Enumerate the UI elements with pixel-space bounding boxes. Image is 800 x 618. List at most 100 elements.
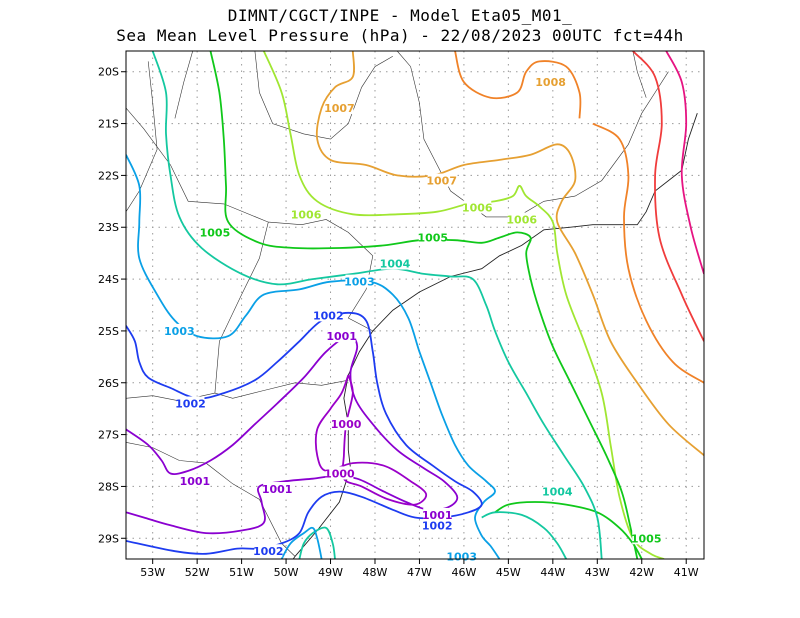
state-border — [126, 61, 158, 212]
isobar-1005 — [209, 51, 639, 559]
isobar-label: 1001 — [422, 509, 453, 522]
lon-tick-label: 50W — [274, 566, 299, 579]
isobar-label: 1006 — [462, 202, 493, 215]
isobar-label-bg — [292, 207, 321, 221]
isobar-label-bg — [423, 507, 452, 521]
lon-tick-label: 42W — [629, 566, 654, 579]
isobar-label-bg — [536, 75, 565, 89]
lat-tick-label: 28S — [98, 480, 119, 493]
lon-tick-label: 53W — [140, 566, 165, 579]
longitude-axis: 53W 52W 51W 50W 49W 48W 47W 46W 45W 44W 43W 42W 41W — [140, 559, 699, 579]
isobar-1009 — [632, 51, 704, 342]
lat-tick-label: 20S — [98, 66, 119, 79]
isobar-label: 1005 — [417, 232, 448, 245]
isobar-1006 — [262, 51, 665, 559]
isobar-label-bg — [200, 225, 229, 239]
isobar-label: 1001 — [262, 483, 293, 496]
isobar-label-bg — [176, 396, 205, 410]
isobar-label-bg — [380, 256, 409, 270]
isobar-1005 — [494, 501, 643, 559]
isobar-label-bg — [345, 274, 374, 288]
isobar-label-bg — [314, 308, 343, 322]
state-border — [214, 222, 269, 394]
isobar-label: 1001 — [326, 330, 357, 343]
state-border — [126, 379, 349, 402]
isobar-label: 1003 — [446, 550, 477, 563]
isobar-label: 1002 — [422, 519, 453, 532]
lat-tick-label: 25S — [98, 325, 119, 338]
lon-tick-label: 41W — [674, 566, 699, 579]
isobar-label: 1003 — [344, 276, 375, 289]
lat-tick-label: 24S — [98, 273, 119, 286]
isobar-label-bg — [418, 230, 447, 244]
isobar-label-bg — [507, 212, 536, 226]
isobar-1008 — [454, 51, 582, 119]
lon-tick-label: 46W — [451, 566, 476, 579]
isobar-label: 1007 — [426, 175, 457, 188]
state-border — [174, 51, 193, 119]
isobar-label: 1002 — [253, 545, 284, 558]
lon-tick-label: 45W — [496, 566, 521, 579]
lat-tick-label: 29S — [98, 532, 119, 545]
isobar-label: 1008 — [535, 76, 566, 89]
isobar-label-bg — [180, 474, 209, 488]
isobar-1008 — [592, 122, 704, 384]
isobar-1001 — [126, 335, 459, 535]
plot-frame — [125, 50, 705, 560]
isobar-1004 — [151, 51, 603, 559]
isobar-label-bg — [254, 544, 283, 558]
lon-tick-label: 47W — [407, 566, 432, 579]
isobar-label: 1002 — [175, 397, 206, 410]
isobar-label-bg — [632, 531, 661, 545]
state-border — [126, 442, 296, 557]
isobar-label-bg — [325, 466, 354, 480]
lon-tick-label: 43W — [585, 566, 610, 579]
isobar-label: 1007 — [324, 102, 355, 115]
isobar-label: 1002 — [313, 309, 344, 322]
isobar-labels: 1008 1007 1007 1006 1006 1006 1005 1005 1005 1004… — [164, 75, 662, 563]
isobar-label-bg — [427, 173, 456, 187]
state-border — [632, 51, 647, 98]
isobar-label-bg — [463, 200, 492, 214]
isobar-label-bg — [165, 323, 194, 337]
lon-tick-label: 51W — [229, 566, 254, 579]
isobar-label: 1004 — [380, 258, 411, 271]
lat-tick-label: 27S — [98, 429, 119, 442]
isobar-1010 — [665, 51, 704, 275]
isobar-1007 — [315, 51, 704, 456]
isobar-label: 1000 — [331, 418, 362, 431]
isobar-label-bg — [263, 482, 292, 496]
coastline-north — [372, 113, 698, 332]
isobar-label: 1005 — [200, 226, 231, 239]
isobar-label-bg — [423, 518, 452, 532]
isobar-label: 1001 — [180, 475, 211, 488]
isobar-label: 1006 — [506, 213, 537, 226]
lat-tick-label: 22S — [98, 169, 119, 182]
isobar-1003 — [126, 154, 501, 559]
map-title-line-2: Sea Mean Level Pressure (hPa) - 22/08/20… — [116, 26, 684, 45]
isobar-label-bg — [543, 484, 572, 498]
lon-tick-label: 48W — [363, 566, 388, 579]
isobar-label: 1000 — [324, 467, 355, 480]
isobar-1004 — [481, 511, 567, 559]
lat-tick-label: 23S — [98, 221, 119, 234]
state-border — [254, 51, 393, 140]
latitude-axis: 20S 21S 22S 23S 24S 25S 26S 27S 28S 29S — [98, 66, 126, 545]
lon-tick-label: 52W — [185, 566, 210, 579]
lon-tick-label: 44W — [540, 566, 565, 579]
isobar-1000 — [314, 374, 428, 506]
isobar-1003 — [280, 526, 323, 559]
lat-tick-label: 26S — [98, 377, 119, 390]
isobar-label: 1006 — [291, 208, 322, 221]
isobar-label: 1003 — [164, 325, 195, 338]
lon-tick-label: 49W — [318, 566, 343, 579]
isobar-label: 1004 — [542, 486, 573, 499]
state-border — [126, 107, 374, 332]
isobar-label: 1005 — [631, 532, 662, 545]
map-title-line-1: DIMNT/CGCT/INPE - Model Eta05_M01_ — [227, 6, 573, 25]
isobar-label-bg — [327, 329, 356, 343]
isobar-label-bg — [325, 101, 354, 115]
isobar-label-bg — [332, 417, 361, 431]
isobar-lines — [126, 51, 704, 559]
